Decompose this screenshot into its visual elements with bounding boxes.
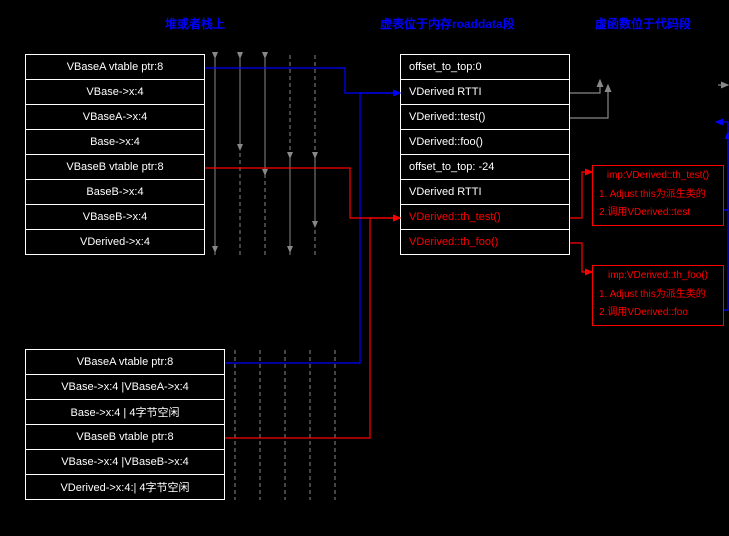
table-row: VDerived::test() — [400, 104, 570, 130]
table-row: Base->x:4 — [25, 129, 205, 155]
object-layout-2: VBaseA vtable ptr:8VBase->x:4 |VBaseA->x… — [25, 350, 225, 500]
table-row: VDerived::th_test() — [400, 204, 570, 230]
table-row: VBaseA vtable ptr:8 — [25, 54, 205, 80]
object-layout-1: VBaseA vtable ptr:8VBase->x:4VBaseA->x:4… — [25, 55, 205, 255]
table-row: Base->x:4 | 4字节空闲 — [25, 399, 225, 425]
note-line: 1. Adjust this为派生类的 — [599, 285, 717, 300]
table-row: VBaseB vtable ptr:8 — [25, 154, 205, 180]
table-row: VDerived::foo() — [400, 129, 570, 155]
note-line: 2.调用VDerived::foo — [599, 303, 717, 318]
header-code: 虚函数位于代码段 — [595, 15, 691, 32]
table-row: VDerived RTTI — [400, 79, 570, 105]
table-row: VBaseB vtable ptr:8 — [25, 424, 225, 450]
table-row: VBase->x:4 |VBaseB->x:4 — [25, 449, 225, 475]
table-row: VDerived::th_foo() — [400, 229, 570, 255]
table-row: VBaseB->x:4 — [25, 204, 205, 230]
table-row: BaseB->x:4 — [25, 179, 205, 205]
header-stack: 堆或者栈上 — [165, 15, 225, 32]
vtable-layout: offset_to_top:0VDerived RTTIVDerived::te… — [400, 55, 570, 255]
thunk-note-test: imp:VDerived::th_test() 1. Adjust this为派… — [592, 165, 724, 226]
table-row: offset_to_top: -24 — [400, 154, 570, 180]
table-row: VBase->x:4 — [25, 79, 205, 105]
table-row: VDerived->x:4 — [25, 229, 205, 255]
note-line: 1. Adjust this为派生类的 — [599, 185, 717, 200]
header-vtable: 虚表位于内存roaddata段 — [380, 15, 515, 32]
table-row: VDerived->x:4:| 4字节空闲 — [25, 474, 225, 500]
table-row: VDerived RTTI — [400, 179, 570, 205]
note-title: imp:VDerived::th_foo() — [599, 270, 717, 281]
table-row: VBase->x:4 |VBaseA->x:4 — [25, 374, 225, 400]
table-row: VBaseA->x:4 — [25, 104, 205, 130]
note-title: imp:VDerived::th_test() — [599, 170, 717, 181]
table-row: VBaseA vtable ptr:8 — [25, 349, 225, 375]
thunk-note-foo: imp:VDerived::th_foo() 1. Adjust this为派生… — [592, 265, 724, 326]
table-row: offset_to_top:0 — [400, 54, 570, 80]
note-line: 2.调用VDerived::test — [599, 203, 717, 218]
